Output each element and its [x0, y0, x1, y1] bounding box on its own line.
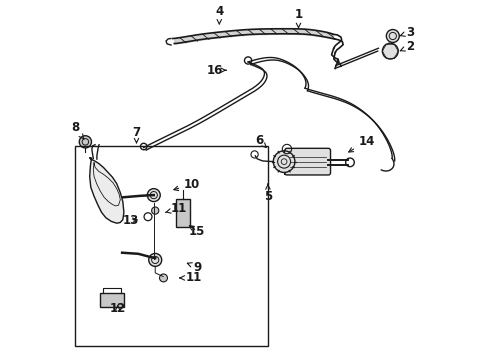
Bar: [100, 293, 124, 307]
Circle shape: [79, 136, 91, 148]
Text: 15: 15: [188, 225, 205, 238]
Text: 11: 11: [165, 202, 187, 215]
Text: 5: 5: [263, 184, 271, 203]
Text: 6: 6: [254, 134, 266, 148]
Circle shape: [382, 43, 397, 59]
Circle shape: [148, 253, 162, 266]
Text: 1: 1: [294, 8, 302, 28]
Text: 11: 11: [180, 271, 202, 284]
Text: 3: 3: [400, 26, 413, 39]
Polygon shape: [89, 158, 123, 223]
Text: 4: 4: [215, 5, 223, 24]
Circle shape: [273, 151, 294, 172]
Circle shape: [151, 207, 159, 214]
Text: 10: 10: [174, 178, 200, 191]
Text: 8: 8: [71, 121, 84, 139]
Text: 14: 14: [348, 135, 374, 152]
Circle shape: [159, 274, 167, 282]
Bar: [75, 146, 267, 346]
Circle shape: [147, 189, 160, 202]
Text: 2: 2: [400, 40, 413, 53]
Text: 9: 9: [187, 261, 202, 274]
FancyBboxPatch shape: [284, 148, 330, 175]
Text: 13: 13: [122, 214, 139, 227]
Circle shape: [386, 30, 399, 42]
Text: 12: 12: [109, 302, 125, 315]
Text: 16: 16: [206, 64, 225, 77]
Text: 7: 7: [132, 126, 140, 143]
Bar: [176, 199, 190, 227]
